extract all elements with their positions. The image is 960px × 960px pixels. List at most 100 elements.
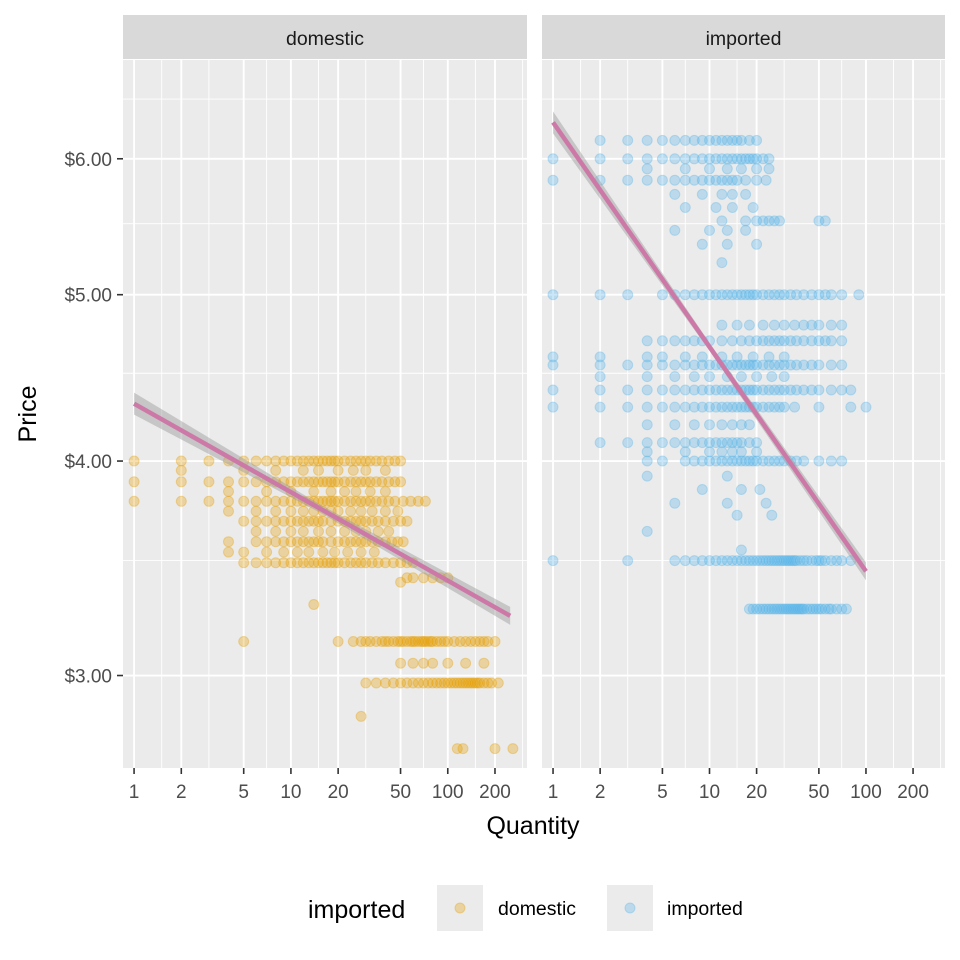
data-point [743, 455, 755, 467]
data-point [751, 371, 763, 383]
data-point [401, 636, 413, 647]
data-point [743, 419, 755, 431]
data-point [679, 455, 691, 467]
data-point [710, 401, 722, 413]
data-point [594, 401, 606, 413]
data-point [325, 495, 337, 507]
data-point [743, 603, 755, 615]
data-point [716, 455, 728, 467]
data-point [778, 319, 790, 331]
data-point [813, 384, 825, 396]
data-point [778, 359, 790, 371]
data-point [250, 495, 262, 507]
data-point [457, 743, 469, 755]
data-point [757, 455, 769, 467]
data-point [751, 163, 763, 175]
data-point [726, 202, 738, 213]
data-point [806, 335, 818, 347]
data-point [747, 555, 759, 567]
data-point [710, 384, 722, 396]
data-point [128, 455, 140, 467]
data-point [726, 335, 738, 347]
data-point [547, 384, 559, 396]
data-point [669, 224, 681, 236]
data-point [721, 163, 733, 175]
data-point [622, 359, 634, 371]
data-point [831, 555, 843, 567]
data-point [763, 384, 775, 396]
data-point [454, 677, 466, 689]
data-point [438, 677, 450, 689]
data-point [641, 351, 653, 363]
data-point [641, 384, 653, 396]
data-point [763, 359, 775, 371]
data-point [757, 603, 769, 615]
data-point [679, 384, 691, 396]
data-point [688, 335, 700, 347]
data-point [392, 505, 404, 517]
data-point [489, 743, 501, 755]
data-point [774, 335, 785, 347]
data-point [704, 134, 715, 146]
data-point [807, 603, 819, 615]
data-point [270, 495, 282, 507]
data-point [387, 636, 399, 647]
data-point [297, 515, 309, 527]
data-point [825, 384, 837, 396]
data-point [778, 401, 790, 413]
data-point [836, 555, 848, 567]
data-point [435, 677, 447, 689]
data-point [731, 509, 743, 521]
data-point [308, 599, 320, 610]
data-point [321, 455, 333, 467]
major-gridlines-imported [542, 60, 945, 768]
data-point [716, 319, 728, 331]
data-point [431, 677, 443, 689]
data-point [845, 401, 857, 413]
data-point [297, 557, 309, 569]
data-point [774, 384, 785, 396]
data-point [372, 515, 384, 527]
data-point [641, 455, 653, 467]
data-point [360, 455, 372, 467]
data-point [364, 486, 376, 497]
data-point [261, 455, 273, 467]
data-point [370, 495, 382, 507]
data-point [771, 603, 783, 615]
x-tick-label: 10 [699, 782, 720, 803]
data-point [478, 677, 490, 689]
data-point [250, 505, 262, 517]
x-tick-label: 20 [746, 782, 767, 803]
data-point [250, 557, 262, 569]
data-point [721, 289, 733, 301]
data-point [431, 636, 443, 647]
data-point [392, 536, 404, 548]
data-point [401, 572, 413, 584]
data-point [710, 174, 722, 186]
data-point [792, 603, 804, 615]
data-point [594, 359, 606, 371]
data-point [339, 486, 351, 497]
data-point [669, 174, 681, 186]
data-point [774, 359, 785, 371]
data-point [768, 401, 780, 413]
data-point [313, 464, 324, 476]
data-point [778, 555, 790, 567]
data-point [819, 289, 831, 301]
data-point [389, 455, 401, 467]
data-point [641, 134, 653, 146]
data-point [798, 319, 810, 331]
data-point [696, 134, 708, 146]
data-point [641, 525, 653, 537]
data-point [383, 525, 395, 537]
data-point [379, 464, 391, 476]
data-point [853, 289, 865, 301]
data-point [763, 215, 775, 227]
data-point [317, 557, 329, 569]
data-point [175, 455, 187, 467]
data-point [360, 495, 372, 507]
facet-strip-label-domestic: domestic [286, 28, 364, 50]
data-point [721, 470, 733, 482]
data-point [364, 476, 376, 488]
data-point [783, 555, 794, 567]
